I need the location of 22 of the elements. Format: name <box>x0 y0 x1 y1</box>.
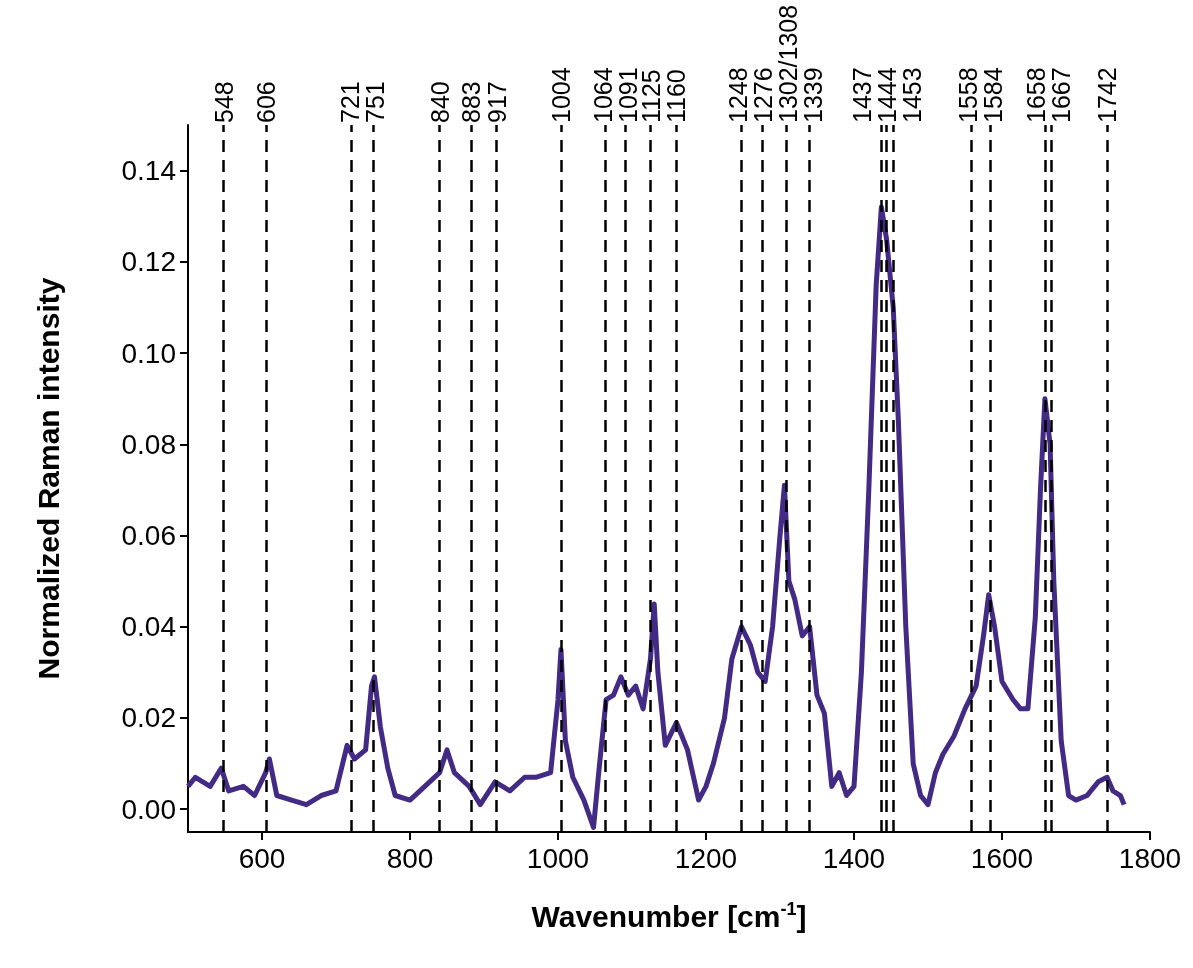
y-tick-label: 0.10 <box>121 337 176 369</box>
y-tick-label: 0.04 <box>121 611 176 643</box>
x-tick-label: 1800 <box>1118 842 1182 874</box>
x-tick-label: 1200 <box>674 842 738 874</box>
ref-line-label: 840 <box>425 81 454 123</box>
ref-line-label: 1160 <box>662 69 691 123</box>
x-tick-label: 600 <box>238 842 286 874</box>
ref-line-label: 1742 <box>1093 67 1122 123</box>
x-tick-label: 1000 <box>526 842 590 874</box>
x-tick-label: 800 <box>386 842 434 874</box>
y-tick-label: 0.08 <box>121 428 176 460</box>
ref-line-label: 606 <box>252 81 281 123</box>
ref-line-label: 1004 <box>546 67 575 123</box>
y-axis-title: Normalized Raman intensity <box>31 277 65 680</box>
x-tick-label: 1600 <box>970 842 1034 874</box>
ref-line-label: 548 <box>209 81 238 123</box>
y-tick-label: 0.14 <box>121 155 176 187</box>
x-tick-label: 1400 <box>822 842 886 874</box>
y-tick-label: 0.02 <box>121 702 176 734</box>
y-tick-label: 0.06 <box>121 520 176 552</box>
y-tick-label: 0.00 <box>121 793 176 825</box>
y-tick-label: 0.12 <box>121 246 176 278</box>
